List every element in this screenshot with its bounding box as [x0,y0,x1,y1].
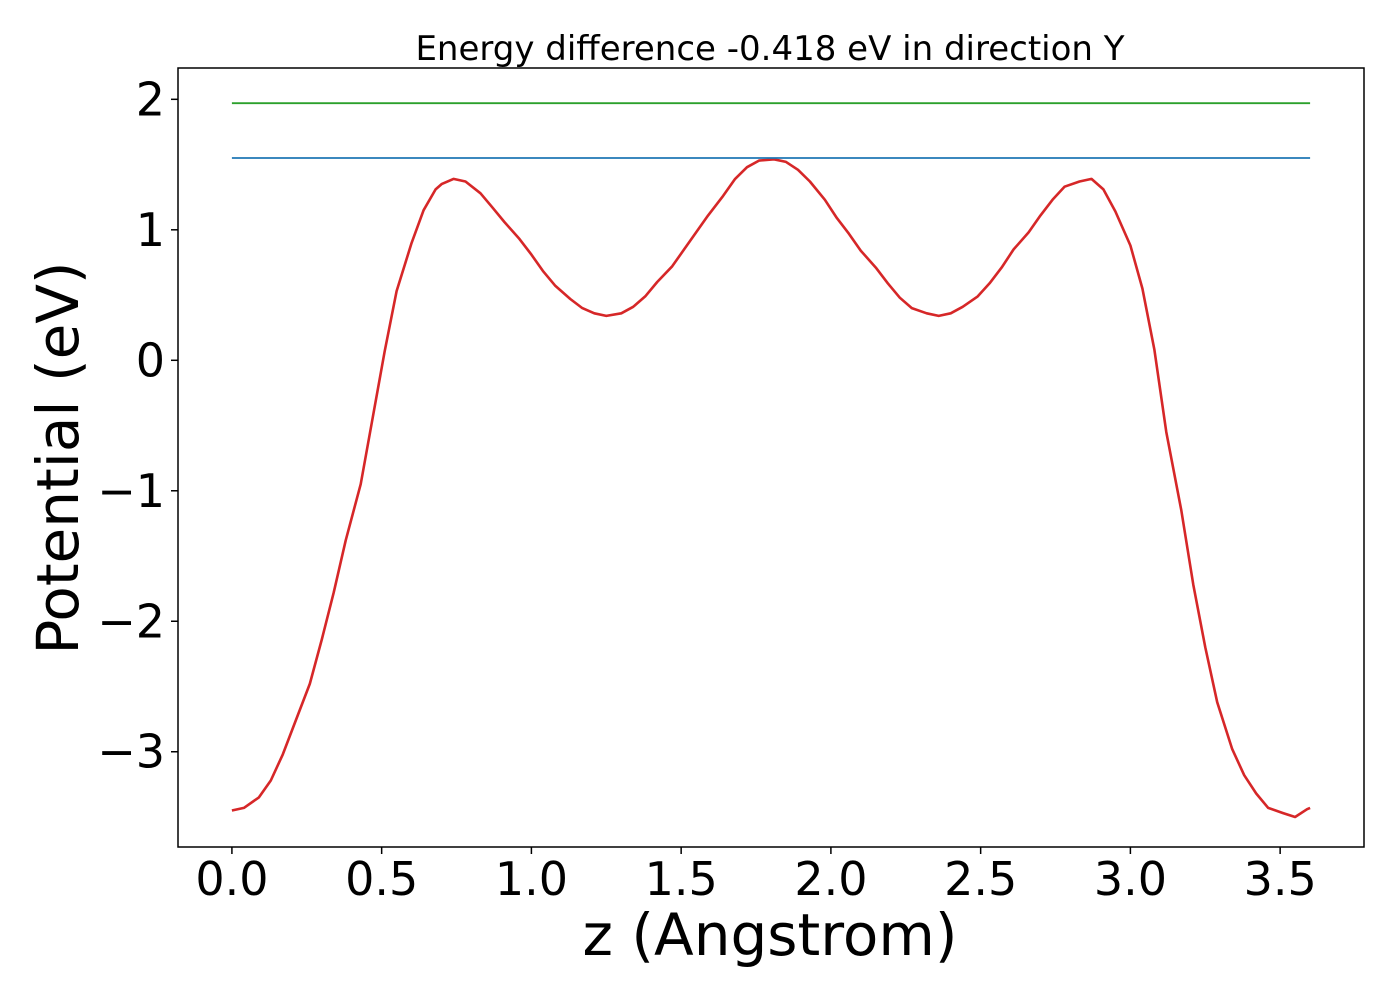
x-tick-label: 0.5 [345,852,418,906]
x-tick-label: 0.0 [195,852,268,906]
plot-area [231,102,1311,819]
x-axis-label: z (Angstrom) [583,901,958,969]
x-tick-label: 1.0 [495,852,568,906]
y-tick-label: 2 [136,72,165,126]
y-tick-label: 0 [136,333,165,387]
y-axis-label: Potential (eV) [24,261,92,654]
x-tick-label: 3.5 [1244,852,1317,906]
y-tick-label: −2 [97,594,165,648]
x-tick-label: 2.0 [794,852,867,906]
y-axis: −3 −2 −1 0 1 2 [97,72,178,779]
y-tick-label: −3 [97,725,165,779]
y-tick-label: −1 [97,464,165,518]
plot-frame [177,67,1365,848]
series-line-0 [231,158,1311,819]
x-tick-label: 1.5 [645,852,718,906]
chart-title: Energy difference -0.418 eV in direction… [415,29,1124,69]
x-tick-label: 2.5 [944,852,1017,906]
x-axis: 0.0 0.5 1.0 1.5 2.0 2.5 3.0 3.5 [195,847,1317,906]
x-tick-label: 3.0 [1094,852,1167,906]
y-tick-label: 1 [136,203,165,257]
